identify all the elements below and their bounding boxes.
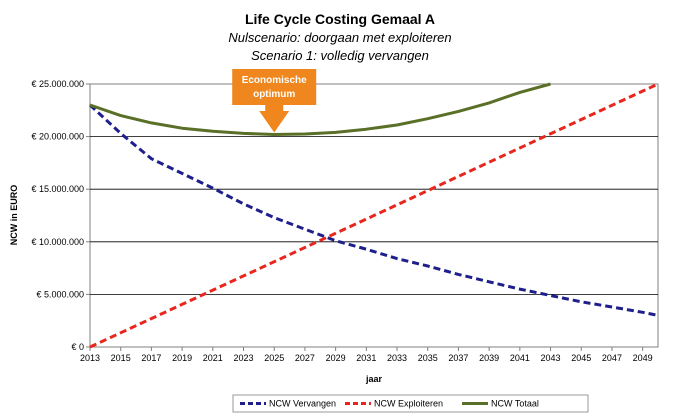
series-line-ncw-totaal <box>89 82 551 136</box>
plot-area <box>89 83 659 348</box>
x-tick-label: 2045 <box>571 353 591 363</box>
x-tick-label: 2047 <box>602 353 622 363</box>
x-tick-label: 2029 <box>326 353 346 363</box>
chart-title: Life Cycle Costing Gemaal A <box>245 11 435 27</box>
y-axis-label: NCW in EURO <box>9 185 19 246</box>
y-tick-label: € 5.000.000 <box>36 289 84 299</box>
x-tick-label: 2039 <box>479 353 499 363</box>
callout-line-2: optimum <box>253 89 295 100</box>
x-tick-label: 2021 <box>203 353 223 363</box>
legend-label-ncw-vervangen: NCW Vervangen <box>269 399 336 409</box>
callout-line-1: Economische <box>242 75 307 86</box>
x-tick-label: 2027 <box>295 353 315 363</box>
x-tick-label: 2019 <box>172 353 192 363</box>
x-tick-label: 2015 <box>111 353 131 363</box>
y-tick-label: € 10.000.000 <box>31 237 84 247</box>
y-tick-label: € 20.000.000 <box>31 132 84 142</box>
y-axis-ticks: € 0 € 5.000.000 € 10.000.000 € 15.000.000 € … <box>31 79 90 352</box>
x-tick-label: 2025 <box>264 353 284 363</box>
x-tick-label: 2023 <box>233 353 253 363</box>
x-tick-label: 2035 <box>418 353 438 363</box>
x-tick-label: 2043 <box>541 353 561 363</box>
series-line-ncw-exploiteren <box>89 82 659 349</box>
y-tick-label: € 0 <box>71 342 84 352</box>
callout-arrow <box>259 105 290 133</box>
callout-box <box>232 69 317 105</box>
legend-label-ncw-totaal: NCW Totaal <box>491 399 539 409</box>
legend-box <box>232 394 589 413</box>
series-lines <box>88 82 659 349</box>
x-tick-label: 2031 <box>356 353 376 363</box>
y-tick-label: € 25.000.000 <box>31 79 84 89</box>
series-line-ncw-vervangen <box>88 103 659 317</box>
x-tick-label: 2033 <box>387 353 407 363</box>
y-tick-label: € 15.000.000 <box>31 184 84 194</box>
x-axis-ticks: 2013 2015 2017 2019 2021 2023 2025 2027 2029 2031… <box>80 347 653 363</box>
chart-subtitle-2: Scenario 1: volledig vervangen <box>251 48 429 63</box>
legend-label-ncw-exploiteren: NCW Exploiteren <box>374 399 443 409</box>
legend: NCW Vervangen NCW Exploiteren NCW Totaal <box>240 399 539 409</box>
x-tick-label: 2049 <box>633 353 653 363</box>
economic-optimum-callout: Economische optimum <box>232 69 317 133</box>
x-tick-label: 2013 <box>80 353 100 363</box>
x-axis-label: jaar <box>365 374 383 384</box>
x-tick-label: 2017 <box>141 353 161 363</box>
x-tick-label: 2041 <box>510 353 530 363</box>
chart-subtitle-1: Nulscenario: doorgaan met exploiteren <box>228 30 451 45</box>
grid-lines <box>90 136 658 295</box>
x-tick-label: 2037 <box>448 353 468 363</box>
